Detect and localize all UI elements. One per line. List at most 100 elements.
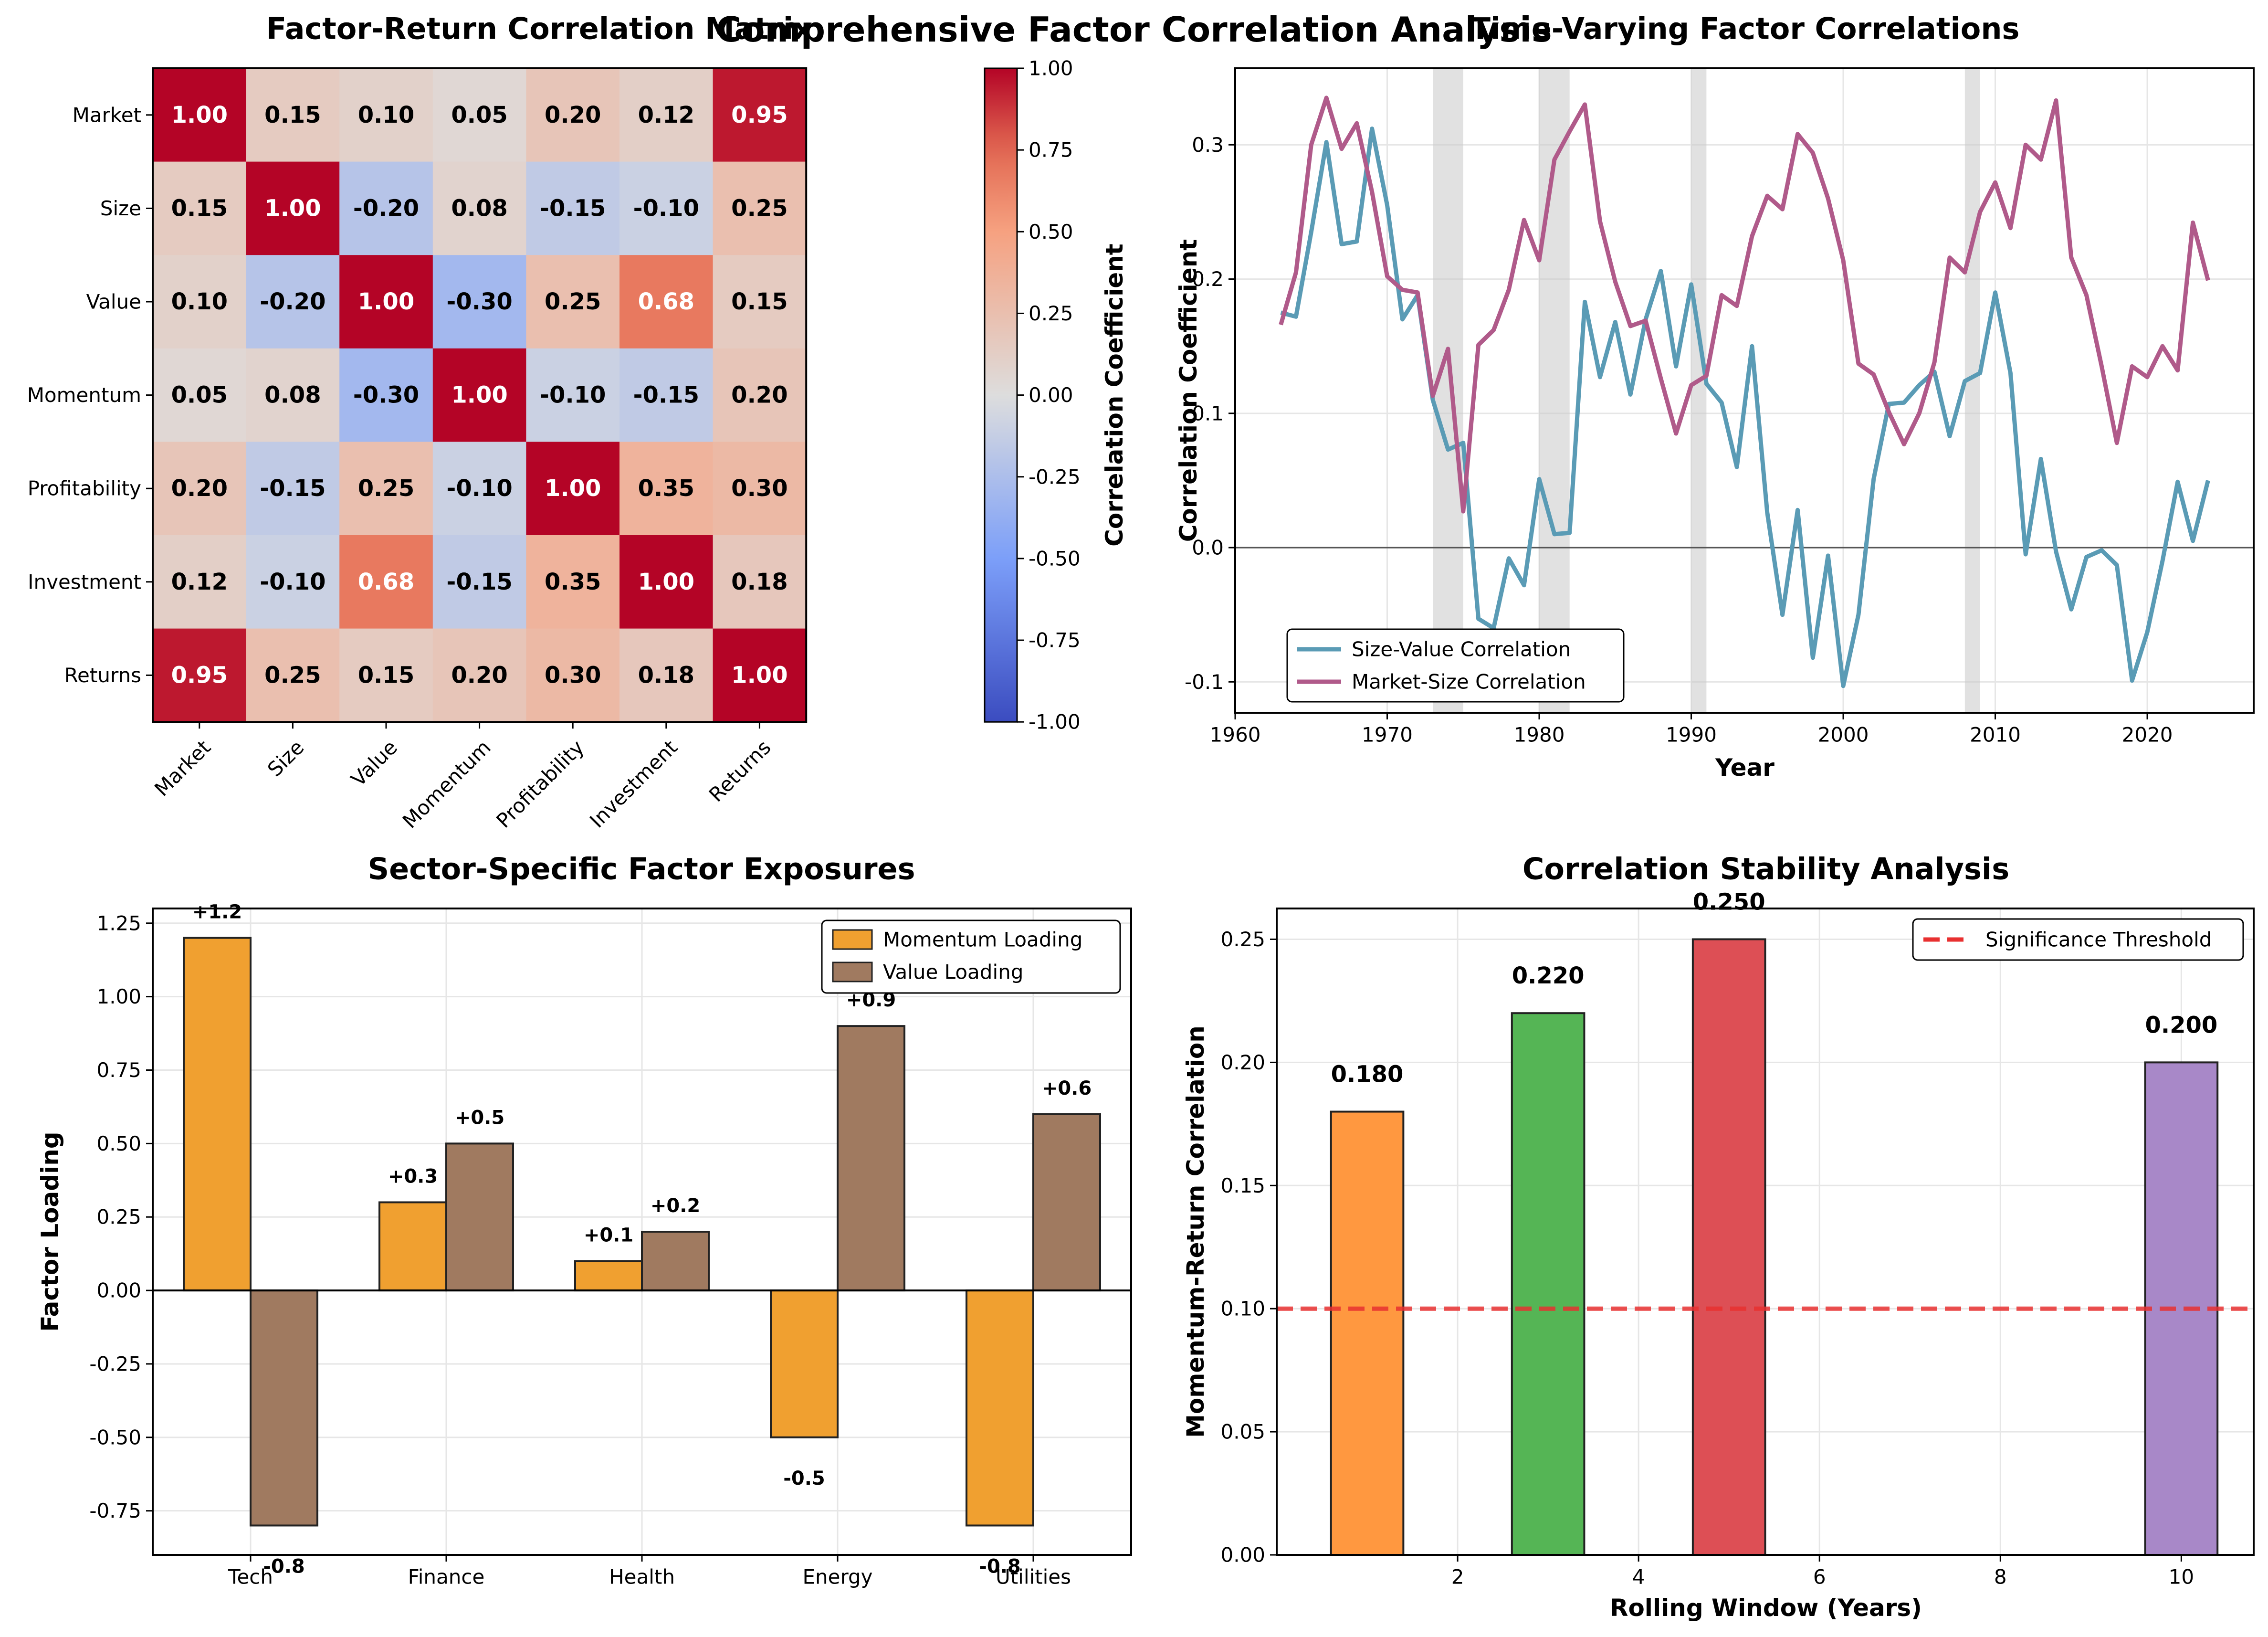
sector-bar-label: -0.5	[783, 1468, 825, 1489]
colorbar-tick-label: 0.25	[1029, 302, 1073, 325]
heatmap-cell	[713, 255, 807, 349]
sector-xtick-label: Energy	[802, 1565, 872, 1589]
sector-ytick-label: -0.25	[89, 1352, 141, 1375]
heatmap-cell-value: -0.10	[260, 569, 326, 595]
sector-bar	[641, 1231, 710, 1292]
heatmap-cell-value: 0.20	[171, 475, 228, 502]
heatmap-cell-value: -0.15	[260, 475, 326, 502]
sector-bar	[378, 1201, 447, 1292]
heatmap-cell-value: -0.15	[540, 195, 606, 222]
colorbar-tick-label: 1.00	[1029, 57, 1073, 80]
colorbar-tick-label: 0.00	[1029, 383, 1073, 407]
sector-bar	[837, 1025, 905, 1292]
heatmap-cell-value: 0.08	[451, 195, 507, 222]
stability-bar	[1691, 938, 1766, 1556]
heatmap-cell	[526, 628, 620, 722]
heatmap-cell-value: 0.95	[171, 662, 228, 688]
sector-ylabel: Factor Loading	[36, 1131, 64, 1331]
stability-ytick-label: 0.00	[1220, 1543, 1265, 1567]
stability-bar-label: 0.220	[1512, 962, 1585, 989]
heatmap-cell	[713, 348, 807, 442]
heatmap-cell-value: -0.10	[633, 195, 699, 222]
heatmap-cell	[432, 255, 526, 349]
heatmap-cell-value: 0.05	[451, 102, 507, 128]
stability-ytick-label: 0.25	[1220, 928, 1265, 951]
heatmap-cell	[153, 348, 247, 442]
sector-panel: +1.2-0.8Tech+0.3+0.5Finance+0.1+0.2Healt…	[36, 852, 1132, 1589]
heatmap-cell	[713, 535, 807, 629]
timeseries-xtick-label: 2010	[1970, 723, 2021, 747]
stability-bar	[2144, 1061, 2219, 1556]
stability-bar	[1511, 1012, 1586, 1556]
heatmap-xlabel: Value	[346, 736, 402, 791]
heatmap-cell	[620, 161, 714, 255]
heatmap-cell	[713, 628, 807, 722]
heatmap-cell	[153, 628, 247, 722]
heatmap-cell	[246, 255, 340, 349]
sector-bar-label: +0.3	[388, 1165, 438, 1187]
timeseries-frame	[1234, 67, 2255, 714]
sector-ytick-label: 0.50	[96, 1132, 141, 1155]
heatmap-cell	[620, 255, 714, 349]
heatmap-cell	[339, 348, 433, 442]
heatmap-ylabel: Investment	[28, 570, 141, 593]
heatmap-cell	[246, 628, 340, 722]
sector-ytick-label: -0.75	[89, 1499, 141, 1522]
timeseries-ytick-label: 0.2	[1192, 267, 1224, 291]
heatmap-cell	[713, 68, 807, 162]
heatmap-cell	[246, 161, 340, 255]
heatmap-cell-value: 1.00	[451, 382, 507, 409]
colorbar-tick-label: -0.75	[1029, 629, 1081, 652]
heatmap-ylabel: Returns	[64, 664, 141, 687]
legend-label: Significance Threshold	[1985, 928, 2212, 951]
timeseries-ytick-label: 0.3	[1192, 133, 1224, 157]
heatmap-cell-value: 0.25	[545, 288, 601, 315]
heatmap-cell	[339, 161, 433, 255]
colorbar-tick-label: -0.50	[1029, 547, 1081, 570]
heatmap-cell-value: 0.08	[264, 382, 321, 409]
sector-bar	[250, 1289, 318, 1527]
heatmap-xlabel: Investment	[585, 736, 682, 833]
heatmap-cell-value: 0.30	[731, 475, 788, 502]
heatmap-cell-value: 0.25	[358, 475, 414, 502]
sector-bar-label: +0.2	[651, 1195, 700, 1217]
heatmap-cell	[620, 348, 714, 442]
heatmap-cell	[432, 68, 526, 162]
sector-legend	[821, 919, 1121, 994]
stability-xtick-label: 2	[1451, 1565, 1464, 1589]
recession-shade	[1539, 68, 1570, 713]
heatmap-cell-value: 0.20	[731, 382, 788, 409]
heatmap-cell	[432, 442, 526, 536]
heatmap-cell-value: 0.05	[171, 382, 228, 409]
heatmap-cell-value: -0.10	[540, 382, 606, 409]
stability-bar	[1330, 1110, 1405, 1556]
colorbar-tick-label: 0.50	[1029, 220, 1073, 243]
stability-ytick-label: 0.20	[1220, 1051, 1265, 1074]
heatmap-cell	[713, 442, 807, 536]
heatmap-title: Factor-Return Correlation Matrix	[266, 11, 812, 46]
stability-xtick-label: 10	[2169, 1565, 2194, 1589]
timeseries-xtick-label: 2000	[1818, 723, 1869, 747]
heatmap-cell-value: 0.35	[545, 569, 601, 595]
heatmap-ylabel: Profitability	[28, 477, 141, 500]
heatmap-cell	[620, 442, 714, 536]
heatmap-cell	[526, 255, 620, 349]
heatmap-cell	[432, 161, 526, 255]
heatmap-cell-value: 0.10	[358, 102, 414, 128]
heatmap-cell	[339, 68, 433, 162]
stability-ytick-label: 0.05	[1220, 1420, 1265, 1444]
heatmap-cell-value: -0.30	[446, 288, 512, 315]
heatmap-xlabel: Profitability	[492, 736, 588, 833]
stability-xtick-label: 6	[1813, 1565, 1826, 1589]
heatmap-cell-value: -0.20	[353, 195, 419, 222]
heatmap-cell-value: 0.15	[358, 662, 414, 688]
stability-title: Correlation Stability Analysis	[1522, 852, 2009, 887]
sector-bar	[966, 1289, 1034, 1527]
sector-bar-label: -0.8	[263, 1555, 304, 1577]
heatmap-cell-value: 0.20	[451, 662, 507, 688]
sector-bar	[183, 937, 252, 1292]
heatmap-cell-value: -0.15	[446, 569, 512, 595]
stability-bar-label: 0.180	[1331, 1061, 1404, 1088]
heatmap-cell	[526, 161, 620, 255]
